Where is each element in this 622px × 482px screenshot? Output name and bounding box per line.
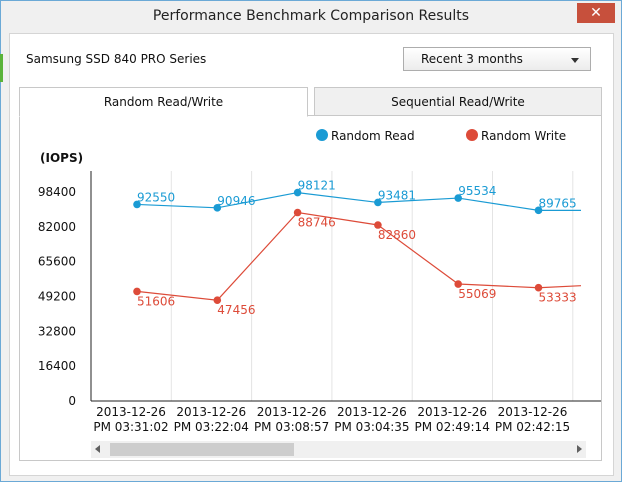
x-tick-label-time: PM 02:49:14 [415, 420, 490, 434]
data-point [454, 280, 463, 288]
data-point [374, 198, 382, 207]
data-point [293, 208, 302, 217]
data-label: 90946 [217, 194, 255, 208]
device-name: Samsung SSD 840 PRO Series [26, 52, 207, 66]
series-line [136, 191, 581, 211]
data-point [213, 296, 222, 305]
data-point [454, 194, 463, 202]
scroll-right-icon[interactable] [577, 445, 582, 453]
time-range-value: Recent 3 months [421, 52, 523, 66]
data-point [133, 287, 141, 296]
data-label: 55069 [458, 287, 496, 301]
y-tick-label: 98400 [38, 185, 76, 199]
y-axis-label: (IOPS) [40, 151, 83, 165]
data-point [534, 206, 543, 215]
data-label: 93481 [378, 188, 416, 202]
legend-marker [316, 129, 328, 141]
x-tick-label-time: PM 03:04:35 [334, 420, 409, 434]
x-tick-label-time: PM 02:42:15 [495, 420, 570, 434]
y-tick-label: 32800 [38, 324, 76, 338]
x-tick-label-time: PM 03:22:04 [174, 420, 249, 434]
y-tick-label: 0 [68, 394, 76, 408]
series-line [136, 211, 582, 301]
data-label: 95534 [458, 184, 496, 198]
x-tick-label-date: 2013-12-26 [337, 405, 407, 419]
data-label: 53333 [539, 291, 577, 305]
scrollbar-thumb[interactable] [110, 443, 294, 456]
data-label: 51606 [137, 294, 175, 308]
data-label: 92550 [137, 190, 175, 204]
x-tick-label-date: 2013-12-26 [96, 405, 166, 419]
y-tick-label: 82000 [38, 220, 76, 234]
data-point [534, 283, 543, 292]
x-tick-label-time: PM 03:31:02 [93, 420, 168, 434]
data-point [374, 221, 382, 229]
chevron-down-icon [571, 58, 579, 63]
x-tick-label-time: PM 03:08:57 [254, 420, 329, 434]
tab-random-read-write[interactable]: Random Read/Write [19, 87, 308, 117]
window-title: Performance Benchmark Comparison Results [152, 8, 470, 24]
x-tick-label-date: 2013-12-26 [498, 405, 568, 419]
y-tick-label: 65600 [38, 255, 76, 269]
data-label: 98121 [298, 179, 336, 193]
legend-marker [466, 129, 478, 141]
x-tick-label-date: 2013-12-26 [176, 405, 246, 419]
tab-sequential-read-write[interactable]: Sequential Read/Write [314, 87, 602, 116]
y-tick-label: 49200 [38, 290, 76, 304]
time-range-select[interactable]: Recent 3 months [403, 47, 591, 71]
data-point [293, 188, 302, 197]
iops-line-chart: (IOPS) 0 16400 32800 49200 65600 82000 98400 201… [38, 129, 601, 434]
chart-horizontal-scrollbar[interactable] [91, 441, 586, 458]
close-icon: ✕ [590, 5, 602, 21]
title-bar[interactable]: Performance Benchmark Comparison Results… [1, 1, 621, 33]
tab-panel [19, 115, 602, 461]
data-label: 47456 [217, 303, 255, 317]
scroll-left-icon[interactable] [95, 445, 100, 453]
data-label: 82860 [378, 228, 416, 242]
x-tick-label-date: 2013-12-26 [417, 405, 487, 419]
data-point [213, 204, 222, 212]
background-window-edge [0, 54, 3, 82]
x-tick-label-date: 2013-12-26 [257, 405, 327, 419]
legend-label: Random Write [481, 129, 566, 143]
legend-label: Random Read [331, 129, 415, 143]
data-label: 89765 [539, 196, 577, 210]
data-point [133, 200, 141, 209]
close-button[interactable]: ✕ [577, 3, 615, 23]
y-tick-label: 16400 [38, 359, 76, 373]
data-label: 88746 [298, 216, 336, 230]
